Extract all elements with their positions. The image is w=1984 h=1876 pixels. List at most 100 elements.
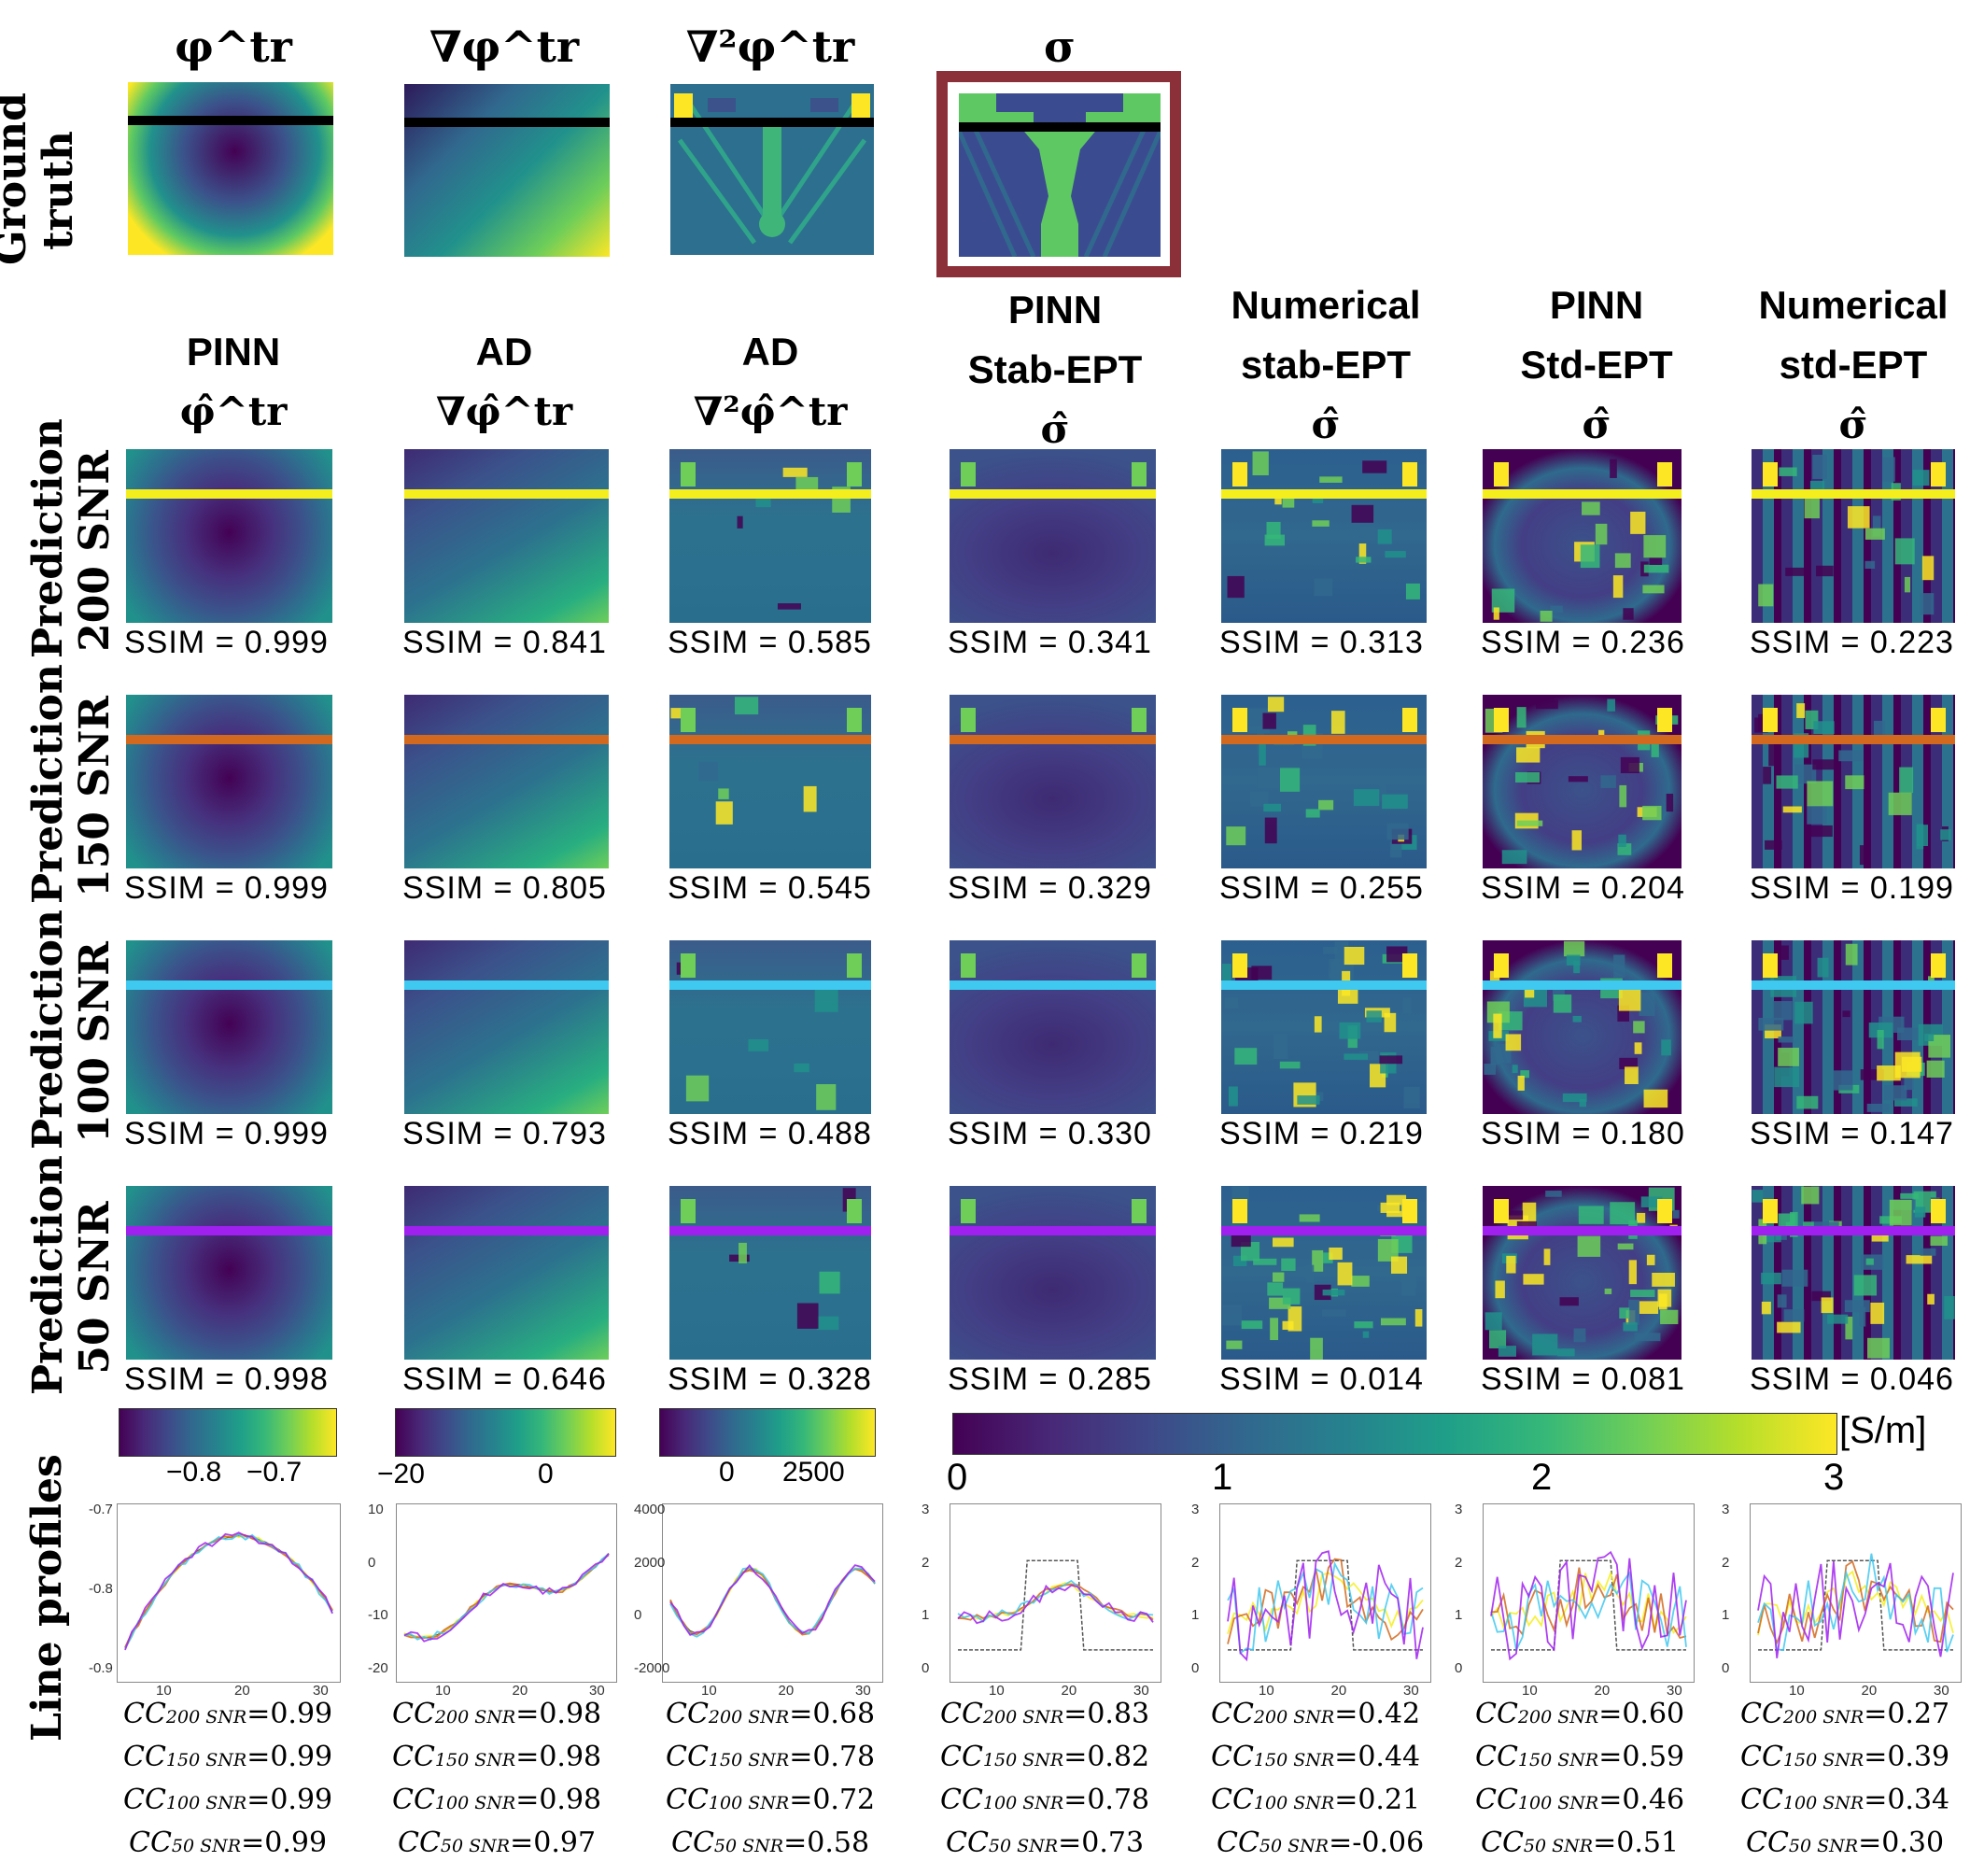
- texture-patch: [1385, 551, 1406, 558]
- hotspot: [1132, 708, 1147, 732]
- cc-value: =0.30: [1858, 1827, 1945, 1859]
- texture-patch: [1796, 703, 1806, 718]
- cc-snr-label: 150 SNR: [708, 1750, 790, 1770]
- texture-patch: [1652, 1273, 1675, 1287]
- profile-ytick: 2: [1722, 1554, 1730, 1571]
- col-title-ad-grad-l1: AD: [475, 330, 533, 374]
- profile-plot-col6: [1483, 1503, 1695, 1683]
- texture-patch: [1540, 610, 1553, 622]
- colorbar-sigma-unit: [S/m]: [1839, 1410, 1927, 1451]
- cc-snr-label: 50 SNR: [713, 1836, 784, 1856]
- pred-panel-r100-col7: [1752, 940, 1955, 1114]
- hotspot: [1763, 462, 1778, 487]
- cc-c100-col6: CC100 SNR=0.46: [1475, 1779, 1684, 1825]
- gt-panel-grad-phi: [404, 84, 610, 257]
- profile-ytick: -0.8: [89, 1581, 113, 1597]
- cc-prefix: CC: [666, 1784, 709, 1816]
- cc-c50-col3: CC50 SNR=0.58: [671, 1822, 869, 1868]
- texture-patch: [1231, 1186, 1249, 1203]
- hotspot: [1132, 462, 1147, 487]
- texture-patch: [1279, 1061, 1301, 1069]
- ssim-r50-col5: SSIM = 0.014: [1219, 1361, 1424, 1397]
- profile-ytick: 0: [634, 1607, 642, 1624]
- texture-patch: [1853, 1275, 1878, 1296]
- texture-patch: [1400, 1274, 1416, 1296]
- texture-patch: [1262, 712, 1276, 729]
- hotspot: [1232, 1199, 1247, 1223]
- prediction-curve-200: [124, 1534, 333, 1650]
- ssim-r150-col5: SSIM = 0.255: [1219, 870, 1424, 906]
- cc-value: =0.83: [1063, 1698, 1150, 1730]
- texture-patch: [1927, 1293, 1935, 1305]
- colorbar-sigma-tick-0: 0: [947, 1457, 968, 1498]
- hotspot: [847, 708, 862, 732]
- texture-patch: [1610, 458, 1617, 478]
- profile-ytick: 1: [1191, 1607, 1200, 1624]
- col-title-pinn-stab-l2: Stab-EPT: [967, 347, 1143, 391]
- cc-c200-col6: CC200 SNR=0.60: [1475, 1693, 1684, 1739]
- texture-patch: [1777, 1294, 1787, 1308]
- profile-line-r200: [669, 489, 871, 499]
- hotspot: [1402, 708, 1417, 732]
- texture-patch: [1358, 543, 1367, 564]
- colorbar-lap: [659, 1408, 876, 1457]
- texture-patch: [1904, 1076, 1915, 1091]
- texture-patch: [1224, 997, 1239, 1009]
- hotspot: [1494, 708, 1509, 732]
- pred-panel-r150-col4: [950, 695, 1156, 868]
- texture-patch: [1859, 1306, 1866, 1327]
- texture-patch: [1273, 1237, 1294, 1248]
- cc-snr-label: 200 SNR: [982, 1707, 1064, 1728]
- texture-patch: [1643, 535, 1667, 558]
- texture-patch: [685, 1075, 710, 1102]
- hotspot: [1494, 1199, 1509, 1223]
- hotspot: [681, 708, 696, 732]
- profile-line-r50: [404, 1226, 609, 1235]
- texture-patch: [1666, 793, 1674, 812]
- cc-snr-label: 200 SNR: [1253, 1707, 1335, 1728]
- pred-panel-r100-col3: [669, 940, 871, 1114]
- texture-patch: [1672, 1209, 1680, 1219]
- texture-patch: [1493, 1013, 1502, 1038]
- profile-line-r100: [669, 980, 871, 990]
- profile-ytick: 3: [922, 1502, 930, 1517]
- texture-patch: [1222, 1305, 1242, 1326]
- ssim-r150-col2: SSIM = 0.805: [402, 870, 607, 906]
- cc-prefix: CC: [1211, 1784, 1254, 1816]
- texture-patch: [1362, 1331, 1370, 1338]
- prediction-curve-200: [403, 1553, 610, 1638]
- texture-patch: [1505, 1034, 1522, 1051]
- texture-patch: [1657, 1289, 1672, 1307]
- texture-patch: [1904, 576, 1911, 593]
- texture-patch: [1580, 544, 1600, 569]
- cc-c100-col5: CC100 SNR=0.21: [1211, 1779, 1420, 1825]
- texture-patch: [1489, 970, 1500, 986]
- cc-prefix: CC: [123, 1741, 166, 1773]
- profile-ytick: 0: [1455, 1660, 1463, 1676]
- ground-truth-curve: [1491, 1559, 1686, 1651]
- hotspot: [681, 462, 696, 487]
- hotspot: [1132, 1199, 1147, 1223]
- texture-patch: [1926, 1060, 1945, 1078]
- texture-patch: [1643, 1089, 1668, 1108]
- texture-patch: [1816, 565, 1834, 577]
- texture-patch: [1618, 989, 1641, 1011]
- hotspot: [961, 953, 976, 978]
- cc-snr-label: 150 SNR: [982, 1750, 1064, 1770]
- cc-value: =0.58: [783, 1827, 870, 1859]
- cc-value: =0.59: [1598, 1741, 1685, 1773]
- texture-patch: [715, 801, 733, 825]
- cc-c150-col6: CC150 SNR=0.59: [1475, 1736, 1684, 1782]
- row-label-prediction-50: Prediction 50 SNR: [24, 1155, 119, 1395]
- texture-patch: [1559, 1297, 1579, 1306]
- profile-xtick: 20: [512, 1683, 528, 1699]
- hotspot: [1402, 953, 1417, 978]
- texture-patch: [1765, 839, 1782, 850]
- texture-patch: [1758, 1017, 1784, 1031]
- pred-panel-r100-col1: [126, 940, 332, 1114]
- texture-patch: [1623, 1322, 1638, 1332]
- cc-c200-col4: CC200 SNR=0.83: [940, 1693, 1149, 1739]
- cc-snr-label: 200 SNR: [1782, 1707, 1864, 1728]
- profile-ytick: 0: [1722, 1660, 1730, 1676]
- texture-patch: [1506, 1255, 1516, 1274]
